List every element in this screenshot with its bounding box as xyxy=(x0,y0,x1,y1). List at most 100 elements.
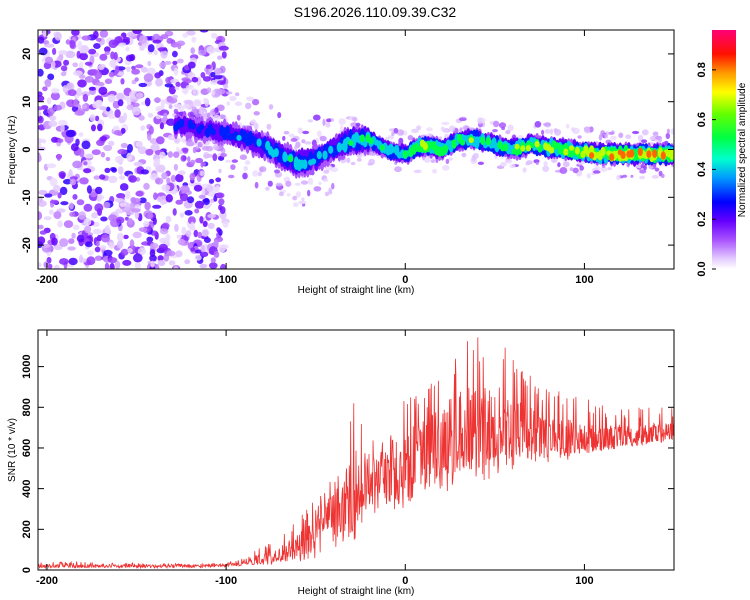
heatmap-cell xyxy=(175,81,181,87)
heatmap-cell xyxy=(68,169,73,177)
heatmap-cell xyxy=(548,146,555,154)
heatmap-cell xyxy=(629,149,635,158)
heatmap-cell xyxy=(323,178,329,183)
heatmap-cell xyxy=(218,45,229,51)
snr-y-tick-label: 200 xyxy=(21,520,33,538)
heatmap-cell xyxy=(669,148,674,161)
heatmap-cell xyxy=(38,47,48,56)
heatmap-cell xyxy=(182,32,189,38)
heatmap-cell xyxy=(138,115,145,121)
heatmap-cell xyxy=(135,64,144,69)
heatmap-cell xyxy=(166,177,171,184)
snr-y-tick-label: 600 xyxy=(21,439,33,457)
heatmap-cell xyxy=(114,155,124,164)
heatmap-cell xyxy=(214,67,222,76)
heatmap-cell xyxy=(94,115,100,122)
heatmap-cell xyxy=(184,79,192,84)
heatmap-cell xyxy=(630,174,634,178)
heatmap-cell xyxy=(181,226,187,236)
heatmap-cell xyxy=(122,112,128,121)
heatmap-cell xyxy=(185,30,196,36)
heatmap-cell xyxy=(126,104,134,111)
heatmap-cell xyxy=(218,244,226,253)
heatmap-cell xyxy=(286,193,291,197)
snr-y-axis-label: SNR (10 * v/v) xyxy=(7,418,18,482)
heatmap-cell xyxy=(208,111,216,116)
heatmap-cell xyxy=(147,44,155,53)
heatmap-cell xyxy=(120,127,126,134)
heatmap-cell xyxy=(66,82,73,90)
heatmap-cell xyxy=(149,242,159,249)
heatmap-cell xyxy=(154,263,160,269)
heatmap-cell xyxy=(243,166,248,171)
heatmap-cell xyxy=(93,43,101,49)
heatmap-cell xyxy=(223,84,229,89)
heatmap-cell xyxy=(572,127,580,135)
heatmap-cell xyxy=(125,46,130,52)
heatmap-cell xyxy=(50,199,59,204)
heatmap-cell xyxy=(76,199,85,206)
heatmap-cell xyxy=(138,82,148,88)
heatmap-cell xyxy=(394,166,402,173)
heatmap-cell xyxy=(78,132,84,138)
heatmap-cell xyxy=(234,101,243,106)
heatmap-cell xyxy=(144,201,151,211)
heatmap-cell xyxy=(348,140,354,146)
heatmap-cell xyxy=(640,163,645,169)
heatmap-cell xyxy=(109,59,117,68)
heatmap-cell xyxy=(173,151,180,158)
heatmap-cell xyxy=(45,43,55,48)
heatmap-cell xyxy=(99,53,108,61)
colorbar-ticks: 0.0 0.2 0.4 0.6 0.8 xyxy=(696,62,716,277)
heatmap-cell xyxy=(177,105,185,112)
heatmap-cell xyxy=(177,238,186,245)
heatmap-cell xyxy=(356,157,362,162)
heatmap-cell xyxy=(119,183,129,191)
heatmap-cell xyxy=(449,125,456,132)
heatmap-cell xyxy=(131,68,141,75)
heatmap-cell xyxy=(155,78,163,87)
heatmap-cell xyxy=(207,222,215,230)
heatmap-cell xyxy=(166,250,176,257)
heatmap-cell xyxy=(224,159,232,163)
heatmap-cell xyxy=(176,234,182,239)
heatmap-cell xyxy=(440,126,445,131)
heatmap-cell xyxy=(49,177,58,187)
heatmap-cell xyxy=(173,265,179,269)
heatmap-x-tick-label: 0 xyxy=(402,274,408,286)
heatmap-cell xyxy=(586,173,591,179)
heatmap-cell xyxy=(458,117,467,122)
heatmap-cell xyxy=(220,263,227,269)
snr-y-tick-label: 0 xyxy=(21,567,33,573)
heatmap-cell xyxy=(124,190,131,200)
heatmap-cell xyxy=(96,196,102,202)
heatmap-cell xyxy=(514,143,520,150)
heatmap-cell xyxy=(202,229,209,237)
heatmap-cell xyxy=(660,151,666,160)
heatmap-cell xyxy=(639,175,646,180)
heatmap-cell xyxy=(140,169,149,175)
heatmap-cell xyxy=(104,51,110,56)
heatmap-cell xyxy=(426,133,433,138)
heatmap-cell xyxy=(328,145,334,154)
heatmap-cell xyxy=(225,91,233,95)
heatmap-cell xyxy=(67,89,77,97)
heatmap-cell xyxy=(104,167,111,173)
heatmap-cell xyxy=(46,97,52,105)
heatmap-cell xyxy=(177,58,184,64)
heatmap-cell xyxy=(319,135,327,142)
heatmap-cell xyxy=(551,157,558,163)
colorbar-tick-label: 0.2 xyxy=(696,212,708,227)
heatmap-cell xyxy=(278,191,284,197)
heatmap-cell xyxy=(99,30,109,38)
heatmap-cell xyxy=(448,157,454,161)
heatmap-cell xyxy=(175,250,183,258)
heatmap-cell xyxy=(84,61,93,66)
heatmap-cell xyxy=(154,177,164,185)
heatmap-cell xyxy=(69,40,76,49)
heatmap-cell xyxy=(194,200,205,209)
heatmap-cell xyxy=(163,253,170,262)
heatmap-cell xyxy=(236,114,241,121)
